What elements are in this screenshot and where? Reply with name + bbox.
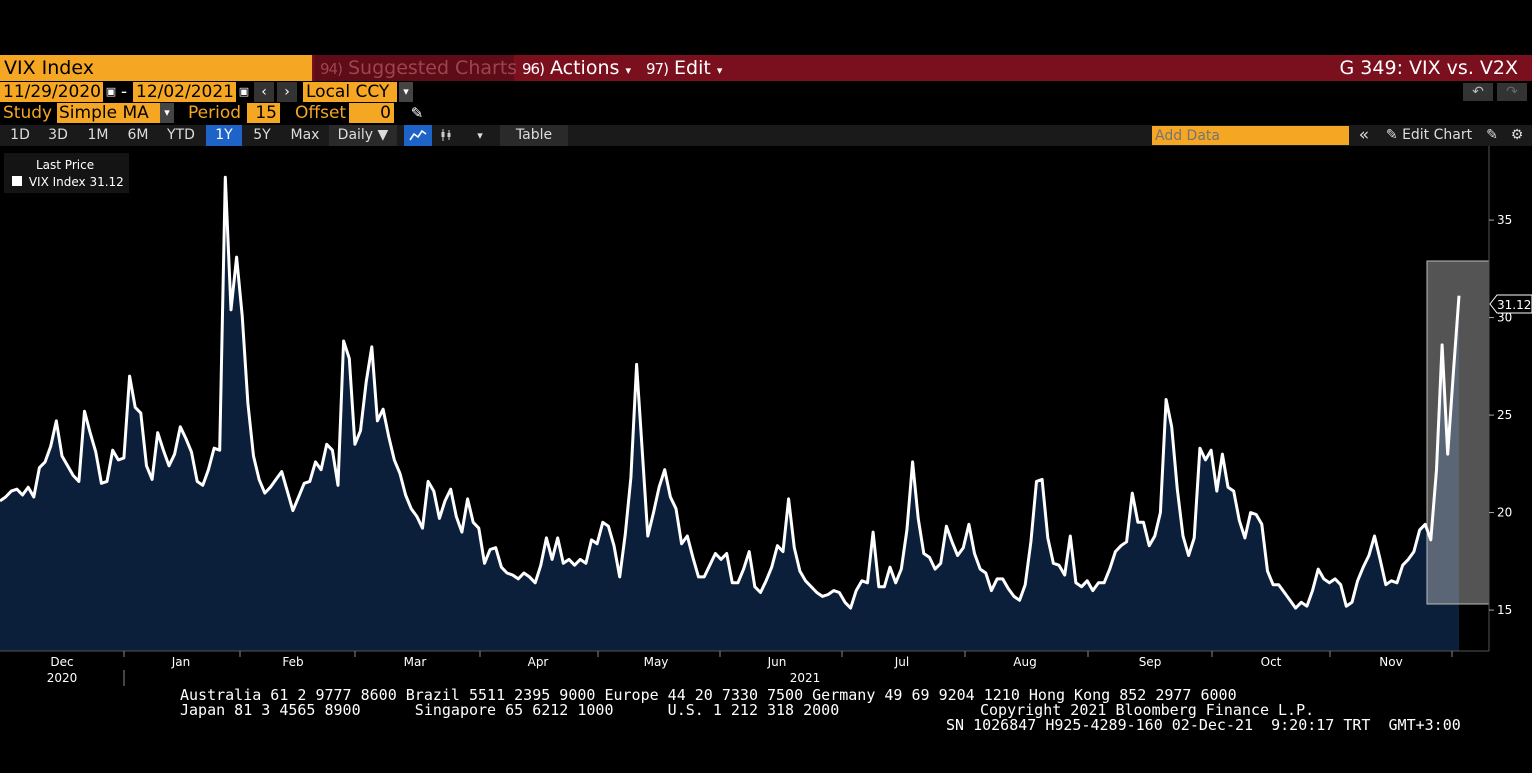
calendar-icon[interactable]: ▣ bbox=[238, 85, 250, 98]
area-fill bbox=[0, 177, 1459, 651]
caret-down-icon[interactable]: ▾ bbox=[160, 103, 174, 123]
x-year-label: 2021 bbox=[790, 671, 821, 685]
legend-entry: VIX Index 31.12 bbox=[12, 175, 124, 189]
edit-chart-button[interactable]: ✎ Edit Chart bbox=[1380, 125, 1478, 146]
frequency-select[interactable]: Daily ▼ bbox=[329, 125, 397, 146]
y-tick-label: 15 bbox=[1497, 603, 1512, 617]
line-chart-icon[interactable] bbox=[404, 125, 432, 146]
x-tick-label: Feb bbox=[282, 655, 303, 669]
actions-number: 96) bbox=[522, 60, 545, 78]
undo-icon[interactable]: ↶ bbox=[1463, 83, 1493, 101]
edit-label: Edit bbox=[674, 57, 711, 79]
range-5y-button[interactable]: 5Y bbox=[253, 127, 271, 143]
pencil-icon: ✎ bbox=[1385, 127, 1398, 143]
x-tick-label: Oct bbox=[1261, 655, 1282, 669]
suggested-number: 94) bbox=[320, 60, 343, 78]
edit-number: 97) bbox=[646, 60, 669, 78]
series-line-vix bbox=[0, 175, 1461, 610]
gear-icon[interactable]: ⚙ bbox=[1510, 127, 1524, 143]
currency-select[interactable]: Local CCY bbox=[303, 82, 397, 102]
y-tick-label: 35 bbox=[1497, 213, 1512, 227]
x-tick-label: Dec bbox=[50, 655, 73, 669]
y-tick-label: 30 bbox=[1497, 311, 1512, 325]
pencil-icon[interactable]: ✎ bbox=[410, 104, 424, 122]
x-tick-label: Jul bbox=[894, 655, 909, 669]
study-label: Study bbox=[3, 103, 53, 123]
caret-down-icon[interactable]: ▾ bbox=[399, 82, 413, 102]
study-row: Study Simple MA ▾ Period 15 Offset 0 ✎ bbox=[0, 103, 1532, 124]
edit-menu[interactable]: 97) Edit ▾ bbox=[640, 55, 732, 81]
redo-icon[interactable]: ↷ bbox=[1497, 83, 1527, 101]
period-input[interactable]: 15 bbox=[247, 103, 280, 123]
last-value-label: 31.12 bbox=[1489, 294, 1532, 314]
x-tick-label: May bbox=[644, 655, 669, 669]
x-tick-label: Aug bbox=[1013, 655, 1036, 669]
last-value-text: 31.12 bbox=[1497, 298, 1531, 312]
legend-title: Last Price bbox=[36, 158, 95, 172]
table-button[interactable]: Table bbox=[500, 125, 568, 146]
x-year-label: 2020 bbox=[47, 671, 78, 685]
page-title: G 349: VIX vs. V2X bbox=[1339, 57, 1518, 79]
study-select[interactable]: Simple MA bbox=[57, 103, 160, 123]
date-row: 11/29/2020 ▣ - 12/02/2021 ▣ ‹ › Local CC… bbox=[0, 82, 1532, 102]
chart-toolbar: 1D 3D 1M 6M YTD 1Y 5Y Max Daily ▼ ▾ Tabl… bbox=[0, 125, 1532, 146]
end-date-input[interactable]: 12/02/2021 bbox=[133, 82, 236, 102]
edit-chart-label: Edit Chart bbox=[1402, 127, 1473, 143]
range-max-button[interactable]: Max bbox=[290, 127, 320, 143]
footer-copyright: Copyright 2021 Bloomberg Finance L.P. bbox=[980, 701, 1315, 719]
footer-line-3: SN 1026847 H925-4289-160 02-Dec-21 9:20:… bbox=[946, 716, 1461, 734]
chart-type-dropdown[interactable]: ▾ bbox=[477, 129, 483, 142]
legend-entry-label: VIX Index 31.12 bbox=[28, 175, 124, 189]
offset-label: Offset bbox=[295, 103, 347, 123]
footer-line-2: Japan 81 3 4565 8900 Singapore 65 6212 1… bbox=[180, 701, 840, 719]
header-bar: VIX Index 94) Suggested Charts 96) Actio… bbox=[0, 55, 1532, 81]
legend-swatch bbox=[12, 176, 22, 186]
add-data-input[interactable] bbox=[1152, 126, 1349, 145]
y-tick-label: 25 bbox=[1497, 408, 1512, 422]
collapse-icon[interactable]: « bbox=[1358, 125, 1370, 145]
range-1d-button[interactable]: 1D bbox=[10, 127, 30, 143]
period-label: Period bbox=[188, 103, 242, 123]
date-dash: - bbox=[121, 82, 128, 102]
actions-menu[interactable]: 96) Actions ▾ bbox=[516, 55, 638, 81]
suggested-charts-menu[interactable]: 94) Suggested Charts bbox=[314, 55, 518, 81]
footer-line-1: Australia 61 2 9777 8600 Brazil 5511 239… bbox=[180, 686, 1237, 704]
offset-input[interactable]: 0 bbox=[349, 103, 394, 123]
chart-legend: Last Price VIX Index 31.12 bbox=[4, 153, 129, 193]
ticker-field[interactable]: VIX Index bbox=[0, 55, 312, 81]
annotate-icon[interactable]: ✎ bbox=[1486, 127, 1498, 143]
range-1m-button[interactable]: 1M bbox=[87, 127, 109, 143]
x-tick-label: Apr bbox=[528, 655, 549, 669]
vix-chart: 15 20 25 30 35 Dec Jan Feb Mar Apr May Jun Jul Aug Se… bbox=[0, 146, 1532, 686]
x-tick-label: Mar bbox=[404, 655, 427, 669]
prev-arrow-icon[interactable]: ‹ bbox=[254, 82, 274, 102]
start-date-input[interactable]: 11/29/2020 bbox=[0, 82, 103, 102]
range-6m-button[interactable]: 6M bbox=[127, 127, 149, 143]
range-3d-button[interactable]: 3D bbox=[48, 127, 68, 143]
candlestick-icon[interactable] bbox=[434, 125, 458, 146]
x-tick-label: Jun bbox=[767, 655, 787, 669]
caret-down-icon: ▾ bbox=[716, 64, 723, 77]
next-arrow-icon[interactable]: › bbox=[277, 82, 297, 102]
caret-down-icon: ▾ bbox=[625, 64, 631, 77]
y-tick-label: 20 bbox=[1497, 506, 1512, 520]
calendar-icon[interactable]: ▣ bbox=[105, 85, 117, 98]
actions-label: Actions bbox=[550, 57, 620, 79]
range-1y-button[interactable]: 1Y bbox=[206, 125, 242, 146]
suggested-label: Suggested Charts bbox=[348, 57, 518, 79]
range-ytd-button[interactable]: YTD bbox=[167, 127, 195, 143]
x-tick-label: Nov bbox=[1379, 655, 1402, 669]
x-tick-label: Jan bbox=[171, 655, 191, 669]
x-tick-label: Sep bbox=[1139, 655, 1162, 669]
